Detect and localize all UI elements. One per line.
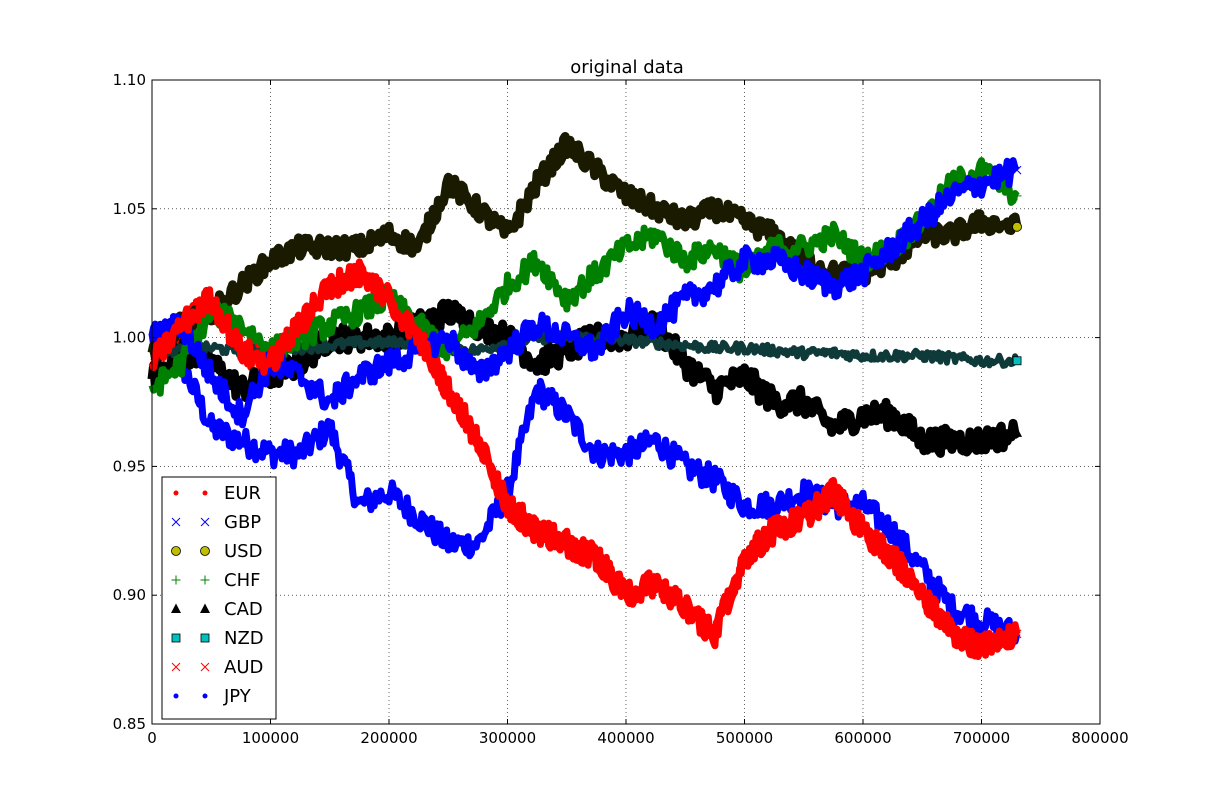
x-tick-label: 600000 xyxy=(834,729,891,747)
series-line-jpy xyxy=(148,325,1021,645)
series-end-marker-usd xyxy=(1012,221,1022,232)
x-tick-label: 800000 xyxy=(1071,729,1128,747)
x-tick-label: 0 xyxy=(147,729,157,747)
series-end-marker-eur xyxy=(1014,631,1020,637)
x-tick-label: 700000 xyxy=(953,729,1010,747)
y-tick-label: 0.90 xyxy=(113,586,146,604)
series-group xyxy=(147,132,1023,660)
legend-marker-eur xyxy=(202,490,208,496)
series-end-marker-cad xyxy=(1012,427,1023,437)
chart-title: original data xyxy=(570,57,684,78)
x-tick-label: 100000 xyxy=(242,729,299,747)
legend-marker-aud xyxy=(171,662,181,672)
legend: EUR GBP USD CHF CAD NZD AUD JPY xyxy=(161,476,277,720)
legend-marker-jpy xyxy=(173,693,179,699)
legend-marker-jpy xyxy=(202,693,208,699)
legend-label-nzd: NZD xyxy=(224,628,264,649)
legend-marker-usd xyxy=(200,546,210,556)
legend-label-usd: USD xyxy=(224,541,262,562)
legend-label-aud: AUD xyxy=(224,657,263,678)
legend-marker-cad xyxy=(200,603,210,613)
legend-marker-aud xyxy=(200,662,210,672)
legend-box xyxy=(161,476,277,720)
y-tick-label: 1.10 xyxy=(113,71,146,89)
legend-label-chf: CHF xyxy=(224,570,260,591)
legend-label-cad: CAD xyxy=(224,599,263,620)
legend-marker-gbp xyxy=(200,517,210,527)
x-tick-label: 300000 xyxy=(479,729,536,747)
y-tick-label: 1.05 xyxy=(113,200,146,218)
y-tick-label: 0.85 xyxy=(113,715,146,733)
legend-marker-eur xyxy=(173,490,179,496)
legend-label-jpy: JPY xyxy=(223,686,252,707)
legend-label-eur: EUR xyxy=(224,483,261,504)
legend-marker-usd xyxy=(171,546,181,556)
series-end-marker-chf xyxy=(1012,191,1022,201)
legend-label-gbp: GBP xyxy=(224,512,261,533)
series-line-gbp xyxy=(148,157,1020,429)
x-tick-label: 400000 xyxy=(597,729,654,747)
y-tick-label: 1.00 xyxy=(113,329,146,347)
x-tick-label: 500000 xyxy=(716,729,773,747)
series-line-eur xyxy=(148,262,1021,660)
x-tick-label: 200000 xyxy=(360,729,417,747)
legend-marker-chf xyxy=(200,575,210,585)
legend-marker-nzd xyxy=(200,633,210,643)
legend-marker-nzd xyxy=(171,633,181,643)
legend-marker-chf xyxy=(171,575,181,585)
series-end-marker-nzd xyxy=(1012,356,1022,366)
series-end-marker-gbp xyxy=(1012,165,1022,175)
legend-marker-cad xyxy=(171,603,181,613)
y-tick-label: 0.95 xyxy=(113,457,146,475)
axis-ticks: 0 100000 200000 300000 400000 500000 600000 700… xyxy=(113,71,1129,747)
legend-marker-gbp xyxy=(171,517,181,527)
